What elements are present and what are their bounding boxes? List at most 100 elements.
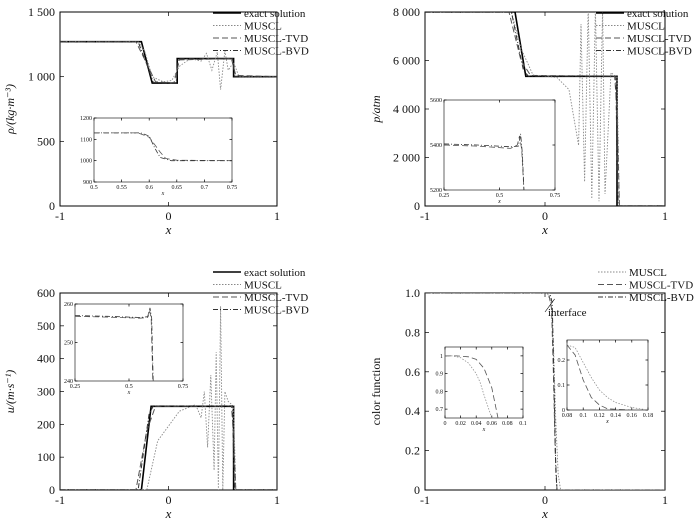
legend-entry: MUSCL: [629, 267, 667, 279]
series-group: [425, 12, 665, 206]
y-tick-label: 0: [414, 199, 420, 213]
legend-entry: MUSCL: [244, 21, 282, 33]
x-tick-label: -1: [420, 493, 430, 507]
legend-entry: MUSCL-BVD: [627, 46, 692, 58]
series-muscl-tvd: [444, 135, 525, 190]
y-tick-label: 4 000: [393, 102, 420, 116]
series-muscl-bvd: [94, 132, 232, 162]
legend-entry: MUSCL-TVD: [244, 292, 308, 304]
x-axis-label: x: [165, 222, 172, 237]
legend-entry: MUSCL-TVD: [629, 280, 693, 292]
y-tick-label: 0.2: [405, 444, 420, 458]
y-tick-label: 5400: [430, 143, 442, 149]
x-tick-label: 0.08: [502, 421, 513, 427]
y-tick-label: 6 000: [393, 54, 420, 68]
x-tick-label: 0.5: [125, 384, 133, 390]
x-tick-label: 0.5: [496, 193, 504, 199]
inset-x-label: x: [497, 199, 501, 205]
inset-velocity-0: 0.25 0.5 0.75 240 250 260 x: [64, 302, 188, 396]
y-tick-label: 0.8: [405, 325, 420, 339]
y-tick-label: 1200: [80, 116, 92, 122]
series-muscl: [425, 293, 665, 490]
y-tick-label: 400: [37, 352, 55, 366]
x-axis-label: x: [541, 506, 548, 519]
x-tick-label: 0.25: [70, 384, 81, 390]
legend-entry: exact solution: [627, 8, 689, 20]
y-tick-label: 0.9: [436, 372, 444, 378]
x-tick-label: 0.75: [178, 384, 189, 390]
x-tick-label: 0.65: [172, 185, 183, 191]
y-tick-label: 1.0: [405, 286, 420, 300]
x-tick-label: 0.18: [643, 413, 654, 419]
series-muscl-bvd: [75, 307, 154, 381]
series-exact-solution: [425, 12, 665, 206]
interface-annotation: interface: [548, 307, 587, 319]
legend-entry: exact solution: [244, 267, 306, 279]
y-tick-label: 600: [37, 286, 55, 300]
series-group: [425, 293, 665, 490]
inset-density-0-frame: [93, 117, 233, 183]
inset-x-label: x: [482, 427, 486, 433]
y-tick-label: 0: [562, 408, 565, 414]
x-tick-label: 0.1: [519, 421, 527, 427]
inset-velocity-0-frame: [74, 303, 184, 382]
y-tick-label: 1000: [80, 159, 92, 165]
x-axis-label: x: [165, 506, 172, 519]
y-tick-label: 1: [440, 354, 443, 360]
x-tick-label: 0.55: [116, 185, 127, 191]
y-axis-label: u/(m·s⁻¹): [3, 370, 17, 414]
y-tick-label: 0.7: [436, 407, 444, 413]
x-tick-label: 1: [662, 209, 668, 223]
series-muscl-bvd: [60, 41, 277, 84]
y-tick-label: 8 000: [393, 5, 420, 19]
legend-entry: MUSCL-TVD: [244, 33, 308, 45]
legend-entry: MUSCL-BVD: [244, 305, 309, 317]
y-tick-label: 500: [37, 319, 55, 333]
x-tick-label: 0.04: [471, 421, 482, 427]
series-muscl-tvd: [75, 309, 154, 381]
legend-entry: exact solution: [244, 8, 306, 20]
series-group: [60, 40, 277, 90]
y-tick-label: 5200: [430, 188, 442, 194]
y-tick-label: 0.1: [558, 383, 566, 389]
y-tick-label: 500: [37, 134, 55, 148]
series-muscl-tvd: [94, 132, 232, 162]
y-tick-label: 250: [64, 341, 73, 347]
y-tick-label: 0.4: [405, 404, 420, 418]
y-axis-label: p/atm: [369, 95, 383, 124]
x-tick-label: 0.08: [562, 413, 573, 419]
inset-x-label: x: [605, 419, 609, 425]
x-tick-label: 0: [166, 209, 172, 223]
y-axis-label: ρ/(kg·m⁻³): [3, 84, 17, 135]
x-tick-label: 0.7: [201, 185, 209, 191]
series-muscl-tvd: [445, 355, 499, 418]
inset-x-label: x: [127, 390, 131, 396]
y-tick-label: 100: [37, 450, 55, 464]
x-tick-label: 0.14: [610, 413, 621, 419]
y-tick-label: 1 500: [28, 5, 55, 19]
x-tick-label: 0: [542, 493, 548, 507]
y-tick-label: 0: [414, 483, 420, 497]
series-muscl-bvd: [444, 133, 525, 190]
inset-pressure-0-frame: [443, 99, 556, 191]
x-tick-label: -1: [55, 493, 65, 507]
series-group: [94, 132, 232, 162]
series-group: [60, 306, 277, 490]
inset-pressure-0: 0.25 0.5 0.75 5200 5400 5600 x: [430, 98, 560, 205]
y-tick-label: 0.8: [436, 389, 444, 395]
series-muscl: [567, 344, 648, 410]
inset-color-function-0: 0 0.02 0.04 0.06 0.08 0.1 0.7 0.8 0.9 1 x: [436, 346, 527, 433]
legend-entry: MUSCL-TVD: [627, 33, 691, 45]
x-tick-label: 0.6: [145, 185, 153, 191]
series-group: [445, 355, 499, 418]
y-axis-label: color function: [369, 358, 383, 426]
legend-entry: MUSCL-BVD: [629, 292, 694, 304]
x-tick-label: 1: [274, 209, 280, 223]
series-muscl-bvd: [60, 405, 277, 490]
inset-color-function-0-frame: [444, 346, 524, 419]
series-muscl: [60, 306, 277, 490]
inset-x-label: x: [161, 191, 165, 197]
x-tick-label: 0.06: [487, 421, 498, 427]
series-muscl: [425, 12, 665, 206]
